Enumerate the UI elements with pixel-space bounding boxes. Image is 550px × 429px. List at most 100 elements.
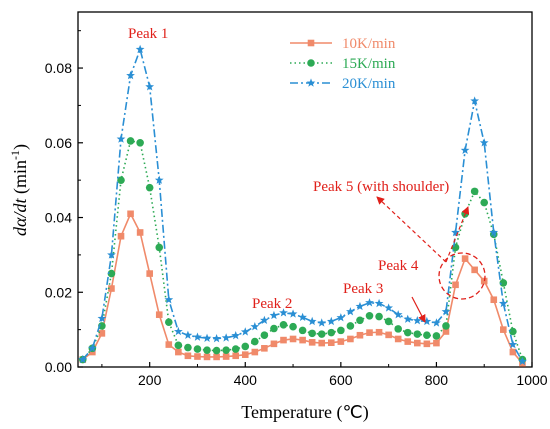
y-axis-title-italic: dα/dt xyxy=(10,198,30,236)
plot-frame xyxy=(77,11,533,368)
data-point xyxy=(232,352,240,360)
data-point xyxy=(98,322,106,330)
legend-label-0: 10K/min xyxy=(342,36,396,52)
y-tick-label-0: 0.00 xyxy=(45,359,72,375)
data-point xyxy=(346,322,355,330)
data-point xyxy=(394,325,402,333)
data-point xyxy=(136,229,144,236)
data-point xyxy=(193,345,202,353)
data-point xyxy=(212,346,221,355)
series-layer xyxy=(78,44,527,367)
data-point xyxy=(422,316,432,326)
data-point xyxy=(480,198,489,207)
data-point xyxy=(327,339,335,347)
data-point xyxy=(414,339,421,347)
data-point xyxy=(270,324,278,333)
data-point xyxy=(509,348,517,356)
data-point xyxy=(423,331,431,340)
legend-marker-1 xyxy=(307,59,315,67)
data-point xyxy=(471,266,478,274)
data-point xyxy=(365,298,374,307)
data-point xyxy=(433,339,440,347)
data-point xyxy=(270,340,278,348)
data-point xyxy=(213,353,220,361)
data-point xyxy=(87,343,97,353)
y-tick-label-4: 0.08 xyxy=(45,60,72,76)
data-point xyxy=(260,315,269,325)
data-point xyxy=(154,175,164,184)
data-point xyxy=(346,307,355,316)
data-point xyxy=(155,243,164,252)
data-point xyxy=(366,329,373,336)
legend-label-1: 15K/min xyxy=(342,56,396,72)
data-point xyxy=(318,339,326,347)
legend: 10K/min 15K/min 20K/min xyxy=(290,36,396,92)
data-point xyxy=(240,327,250,336)
data-point xyxy=(356,331,364,339)
y-tick-label-2: 0.04 xyxy=(45,210,72,226)
x-tick-label-1000: 1000 xyxy=(516,372,547,388)
data-point xyxy=(183,330,193,339)
data-point xyxy=(308,339,316,346)
data-point xyxy=(365,312,374,320)
data-point xyxy=(375,328,383,336)
arrow-peak-3 xyxy=(411,296,426,323)
data-point xyxy=(279,320,288,329)
data-point xyxy=(126,137,135,145)
y-tick-label-3: 0.06 xyxy=(45,135,72,151)
data-point xyxy=(222,346,230,354)
data-point xyxy=(165,341,173,348)
data-point xyxy=(470,187,479,196)
data-point xyxy=(307,316,317,326)
data-point xyxy=(126,70,135,80)
data-point xyxy=(441,307,451,316)
data-point xyxy=(221,333,231,342)
data-point xyxy=(460,145,470,154)
data-point xyxy=(317,330,326,338)
data-point xyxy=(184,352,192,360)
data-point xyxy=(326,316,336,326)
data-point xyxy=(412,316,422,325)
data-point xyxy=(260,331,269,340)
data-point xyxy=(298,312,307,322)
data-point xyxy=(222,353,230,360)
data-point xyxy=(127,210,134,218)
data-point xyxy=(174,341,183,350)
data-point xyxy=(432,332,441,340)
data-point xyxy=(107,269,116,278)
data-point xyxy=(432,318,441,327)
data-point xyxy=(146,270,153,277)
data-point xyxy=(78,354,88,364)
data-point xyxy=(145,183,154,192)
data-point xyxy=(289,322,297,331)
y-axis-title-end: ) xyxy=(10,144,31,150)
data-point xyxy=(355,301,365,311)
data-point xyxy=(175,348,182,356)
data-point xyxy=(508,339,518,349)
x-tick-label-200: 200 xyxy=(138,372,162,388)
data-point xyxy=(117,232,125,240)
legend-marker-0 xyxy=(307,39,315,47)
data-point xyxy=(280,336,287,344)
data-point xyxy=(173,326,183,336)
data-point xyxy=(479,138,489,147)
data-point xyxy=(490,296,498,304)
data-point xyxy=(193,332,202,341)
data-point xyxy=(288,309,298,318)
data-point xyxy=(250,322,260,331)
data-point xyxy=(393,310,403,319)
data-point xyxy=(261,345,268,352)
data-point xyxy=(107,250,116,259)
arrow-peak-5-right xyxy=(445,206,470,263)
data-point xyxy=(251,337,259,346)
data-point xyxy=(298,326,307,335)
shoulder-circle xyxy=(438,252,486,300)
data-point xyxy=(155,311,163,318)
annotations: Peak 1 Peak 2 Peak 3 Peak 4 Peak 5 (with… xyxy=(128,26,486,323)
data-point xyxy=(375,312,383,321)
data-point xyxy=(145,82,155,91)
data-point xyxy=(385,331,392,339)
data-point xyxy=(203,353,211,361)
y-axis-title: dα/dt (min-1) xyxy=(8,144,31,236)
annotation-peak-4: Peak 4 xyxy=(378,258,419,274)
